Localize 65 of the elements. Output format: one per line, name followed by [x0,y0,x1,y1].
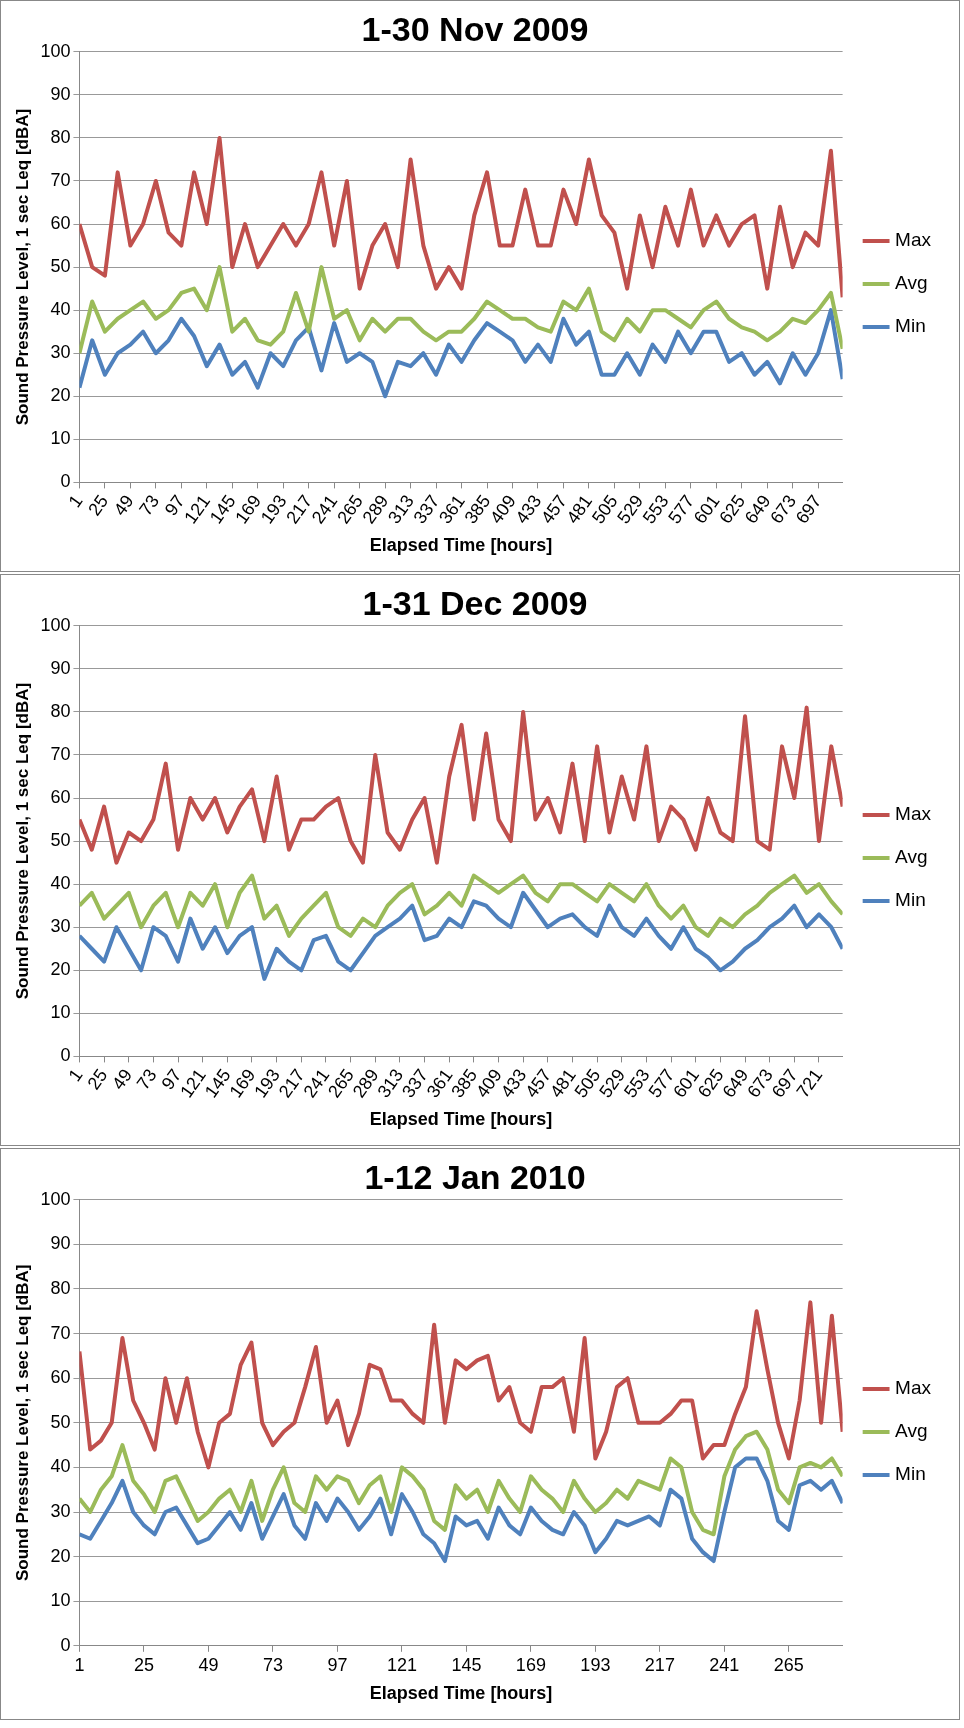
chart-title: 1-31 Dec 2009 [362,583,588,622]
legend-label: Max [895,229,932,251]
x-tick-label: 1 [74,1654,85,1675]
y-tick-label: 40 [50,1456,71,1477]
y-tick-label: 10 [50,1002,71,1023]
y-tick-label: 100 [40,40,71,61]
y-tick-label: 50 [50,830,71,851]
y-tick-label: 20 [50,385,71,406]
legend-label: Max [895,803,932,825]
y-axis-title: Sound Pressure Level, 1 sec Leq [dBA] [12,682,32,1000]
y-tick-label: 70 [50,743,71,764]
legend-label: Avg [895,272,928,294]
y-tick-label: 100 [40,614,71,635]
x-tick-label: 73 [262,1654,283,1675]
y-tick-label: 10 [50,428,71,449]
y-tick-label: 30 [50,342,71,363]
y-tick-label: 100 [40,1188,71,1209]
legend-label: Avg [895,846,928,868]
legend-label: Max [895,1377,932,1399]
y-tick-label: 50 [50,1411,71,1432]
y-tick-label: 50 [50,256,71,277]
y-tick-label: 80 [50,700,71,721]
x-axis-title: Elapsed Time [hours] [369,535,553,556]
x-tick-label: 25 [133,1654,154,1675]
x-tick-label: 145 [451,1654,482,1675]
legend-label: Avg [895,1420,928,1442]
y-tick-label: 0 [60,1634,71,1655]
x-tick-label: 265 [773,1654,804,1675]
y-tick-label: 90 [50,657,71,678]
y-tick-label: 30 [50,916,71,937]
y-tick-label: 10 [50,1590,71,1611]
y-tick-label: 40 [50,873,71,894]
x-tick-label: 49 [198,1654,219,1675]
y-tick-label: 70 [50,169,71,190]
x-tick-label: 241 [709,1654,740,1675]
x-tick-label: 169 [515,1654,546,1675]
y-tick-label: 60 [50,213,71,234]
x-tick-label: 97 [327,1654,348,1675]
y-tick-label: 20 [50,959,71,980]
y-tick-label: 80 [50,126,71,147]
chart-title: 1-30 Nov 2009 [361,9,589,48]
y-tick-label: 70 [50,1322,71,1343]
x-axis-title: Elapsed Time [hours] [369,1683,553,1704]
legend-label: Min [895,1463,926,1485]
y-tick-label: 60 [50,787,71,808]
legend-label: Min [895,315,926,337]
y-tick-label: 30 [50,1500,71,1521]
y-tick-label: 20 [50,1545,71,1566]
x-tick-label: 73 [135,491,164,520]
legend-label: Min [895,889,926,911]
x-tick-label: 217 [644,1654,675,1675]
y-axis-title: Sound Pressure Level, 1 sec Leq [dBA] [12,1264,32,1582]
x-axis-title: Elapsed Time [hours] [369,1109,553,1130]
x-tick-label: 193 [580,1654,611,1675]
y-tick-label: 90 [50,83,71,104]
y-tick-label: 80 [50,1277,71,1298]
y-tick-label: 0 [60,1045,71,1066]
chart-title: 1-12 Jan 2010 [364,1157,586,1196]
x-tick-label: 1 [64,491,87,512]
x-tick-label: 121 [386,1654,417,1675]
y-tick-label: 60 [50,1367,71,1388]
y-tick-label: 40 [50,299,71,320]
y-tick-label: 90 [50,1233,71,1254]
y-tick-label: 0 [60,471,71,492]
y-axis-title: Sound Pressure Level, 1 sec Leq [dBA] [12,108,32,426]
